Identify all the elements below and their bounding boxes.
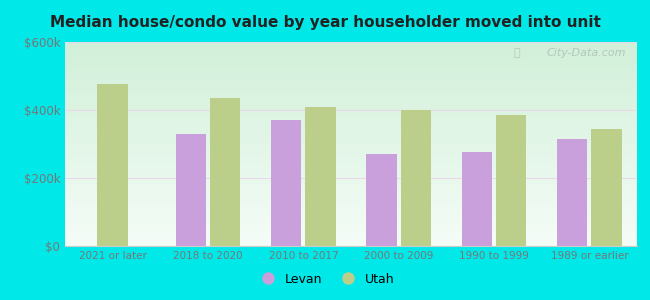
Bar [210, 98, 240, 246]
Bar [271, 120, 302, 246]
Text: City-Data.com: City-Data.com [546, 48, 625, 58]
Bar [462, 152, 492, 246]
Bar [366, 154, 396, 246]
Bar [496, 115, 526, 246]
Bar [306, 106, 336, 246]
Text: Median house/condo value by year householder moved into unit: Median house/condo value by year househo… [49, 15, 601, 30]
Bar [592, 129, 622, 246]
Bar [557, 139, 588, 246]
Text: ⓘ: ⓘ [513, 48, 520, 58]
Bar [400, 110, 431, 246]
Bar [176, 134, 206, 246]
Bar [98, 85, 128, 246]
Legend: Levan, Utah: Levan, Utah [250, 268, 400, 291]
